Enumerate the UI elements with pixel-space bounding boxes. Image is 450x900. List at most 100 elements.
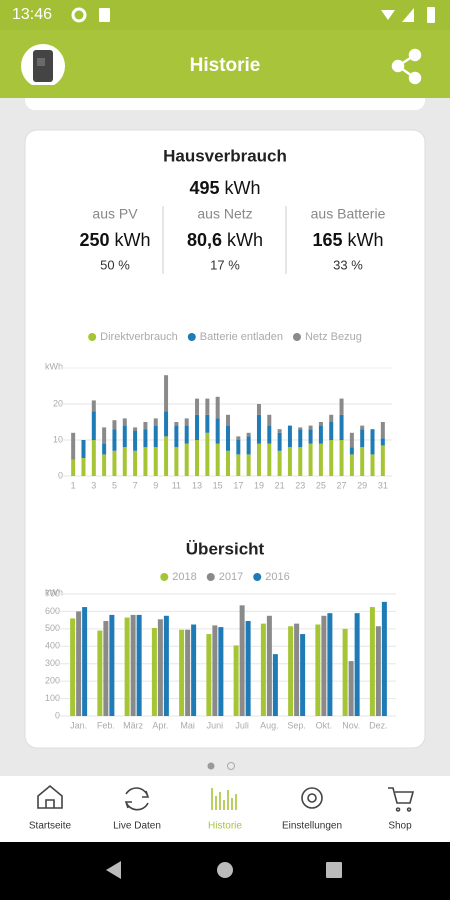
bar-segment [339, 440, 344, 476]
x-tick-label: 3 [91, 480, 96, 490]
column-label: aus Batterie [311, 206, 386, 222]
bar-segment [349, 447, 354, 455]
bar-segment [153, 425, 158, 448]
bar-segment [329, 440, 334, 476]
bar-segment [308, 443, 313, 476]
legend-label: 2017 [219, 571, 243, 583]
bar-segment [308, 425, 313, 430]
legend: Direktverbrauch Batterie entladen Netz Bez… [88, 331, 362, 343]
column-value: 165 kWh [312, 230, 383, 250]
x-tick-label: 13 [192, 480, 202, 490]
x-tick-label: Juni [207, 720, 224, 730]
bar-segment [339, 398, 344, 415]
bar-segment [71, 432, 76, 460]
x-tick-label: Okt. [316, 720, 333, 730]
bar-segment [184, 425, 189, 444]
bar [342, 628, 348, 716]
bar-segment [143, 447, 148, 476]
bar [233, 645, 239, 716]
bar [191, 624, 197, 716]
bar [136, 614, 142, 716]
x-tick-label: 23 [295, 480, 305, 490]
y-tick-label: 300 [45, 658, 60, 668]
nav-label[interactable]: Historie [208, 821, 242, 832]
nav-icon-live [124, 787, 150, 811]
legend-marker [160, 573, 169, 581]
x-tick-label: 5 [112, 480, 117, 490]
page-dot-active[interactable] [207, 762, 215, 770]
bar [381, 601, 387, 716]
bar [369, 607, 375, 716]
signal-icon [402, 8, 414, 22]
bar-segment [174, 422, 179, 426]
recents-button[interactable] [326, 862, 342, 878]
x-tick-label: 7 [133, 480, 138, 490]
bar [300, 634, 306, 716]
column-value: 250 kWh [79, 230, 150, 250]
bar-segment [153, 418, 158, 426]
legend-marker [187, 333, 196, 341]
back-button[interactable] [106, 861, 121, 879]
bar [266, 615, 272, 716]
bar-segment [102, 443, 107, 455]
nav-label[interactable]: Startseite [29, 821, 72, 832]
bar [185, 629, 191, 716]
bar-segment [349, 454, 354, 476]
x-tick-label: Nov. [342, 720, 360, 730]
bar-segment [143, 422, 148, 430]
x-tick-label: 11 [172, 480, 181, 490]
bar-segment [360, 447, 365, 476]
bar-segment [380, 445, 385, 476]
nav-label[interactable]: Einstellungen [282, 821, 342, 832]
chart-title: Übersicht [186, 539, 265, 558]
bar-segment [226, 450, 230, 476]
bar-segment [308, 429, 313, 444]
y-tick-label: 700 [45, 588, 60, 598]
bar-segment [195, 398, 200, 415]
bar-segment [360, 425, 365, 430]
total-unit: kWh [225, 178, 261, 198]
bar [130, 614, 136, 716]
bar-segment [226, 425, 230, 451]
legend-marker [253, 573, 262, 581]
nav-label[interactable]: Live Daten [113, 821, 161, 832]
bar-segment [122, 447, 127, 476]
x-tick-label: Feb. [97, 720, 115, 730]
bar [82, 607, 88, 716]
y-tick-label: 0 [58, 470, 63, 480]
legend-marker [292, 333, 301, 341]
y-axis-label: kWh [45, 587, 63, 597]
bar-segment [153, 447, 158, 476]
wifi-icon [381, 10, 395, 20]
bar-segment [246, 432, 251, 437]
bar [321, 615, 327, 716]
y-axis-label: kWh [45, 361, 63, 371]
bar-segment [380, 422, 385, 439]
bar [163, 615, 169, 716]
bar [109, 614, 115, 716]
home-button[interactable] [217, 862, 233, 878]
bar-segment [287, 447, 292, 476]
bar-segment [226, 414, 230, 426]
bar-segment [380, 438, 385, 446]
bar-segment [215, 396, 220, 419]
column-unit: kWh [227, 230, 263, 250]
x-tick-label: 25 [316, 480, 326, 490]
legend-marker [88, 333, 97, 341]
bar [272, 654, 278, 716]
legend-label: Netz Bezug [305, 331, 362, 343]
share-icon[interactable] [391, 48, 422, 85]
x-tick-label: 27 [337, 480, 347, 490]
bar-segment [370, 454, 375, 476]
bar [348, 661, 354, 716]
y-tick-label: 10 [53, 434, 63, 444]
bar-segment [267, 414, 272, 426]
bar [354, 613, 360, 716]
bar-segment [184, 418, 189, 426]
column-number: 165 [312, 230, 342, 250]
card-title: Hausverbrauch [163, 146, 287, 165]
nav-label[interactable]: Shop [388, 821, 412, 832]
bar-segment [102, 427, 107, 444]
page-dot[interactable] [227, 762, 235, 770]
